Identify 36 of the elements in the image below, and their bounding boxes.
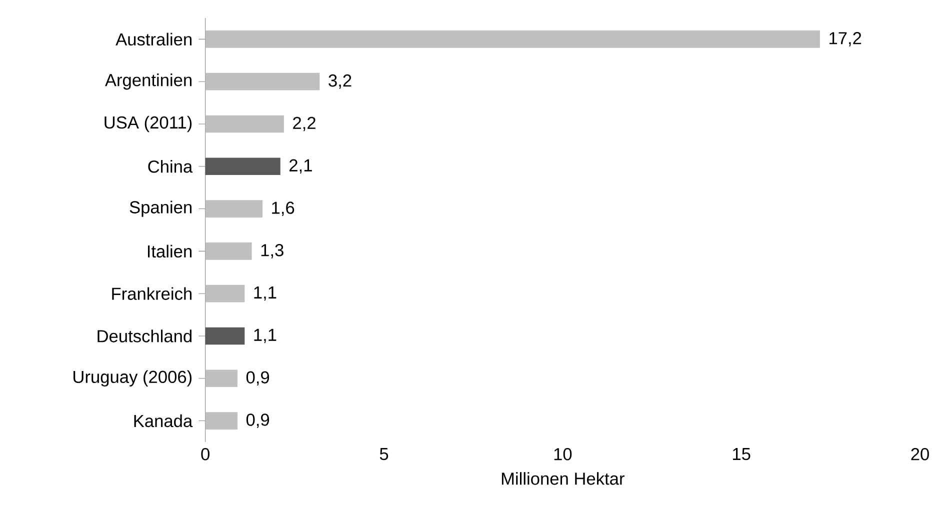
data-label: 17,2 <box>830 32 862 46</box>
y-tick-label: Spanien <box>130 200 192 217</box>
data-label: 3,2 <box>328 74 352 89</box>
bar <box>205 370 238 388</box>
data-label: 2,1 <box>290 159 312 174</box>
y-tick-label: Argentinien <box>104 74 192 90</box>
x-tick-label: 20 <box>911 448 929 460</box>
data-label: 1,3 <box>261 244 284 258</box>
x-tick-label: 5 <box>380 448 388 460</box>
bar <box>205 284 245 302</box>
x-tick-label: 0 <box>201 448 210 460</box>
data-label: 1,1 <box>254 286 276 301</box>
x-axis-title: Millionen Hektar <box>502 472 624 485</box>
y-tick-label: Deutschland <box>98 330 192 342</box>
bar <box>205 242 252 260</box>
bar <box>205 72 320 90</box>
y-tick-label: Uruguay (2006) <box>74 370 192 386</box>
y-tick-label: China <box>148 160 193 173</box>
y-tick-label: Frankreich <box>112 287 192 300</box>
bar <box>205 412 238 430</box>
bar <box>205 30 820 48</box>
x-tick-label: 10 <box>554 448 572 460</box>
bar <box>205 115 284 133</box>
data-label: 2,2 <box>293 116 316 132</box>
bar <box>205 327 245 345</box>
x-tick-label: 15 <box>733 448 750 460</box>
bar <box>205 158 280 176</box>
y-tick-label: Italien <box>148 244 192 258</box>
y-tick-label: USA (2011) <box>104 116 192 132</box>
data-label: 1,1 <box>254 328 276 344</box>
data-label: 1,6 <box>272 202 294 216</box>
data-label: 0,9 <box>246 414 270 428</box>
bar <box>205 200 263 218</box>
y-tick-label: Kanada <box>134 414 193 428</box>
data-label: 0,9 <box>246 371 270 386</box>
y-tick-label: Australien <box>116 32 192 46</box>
